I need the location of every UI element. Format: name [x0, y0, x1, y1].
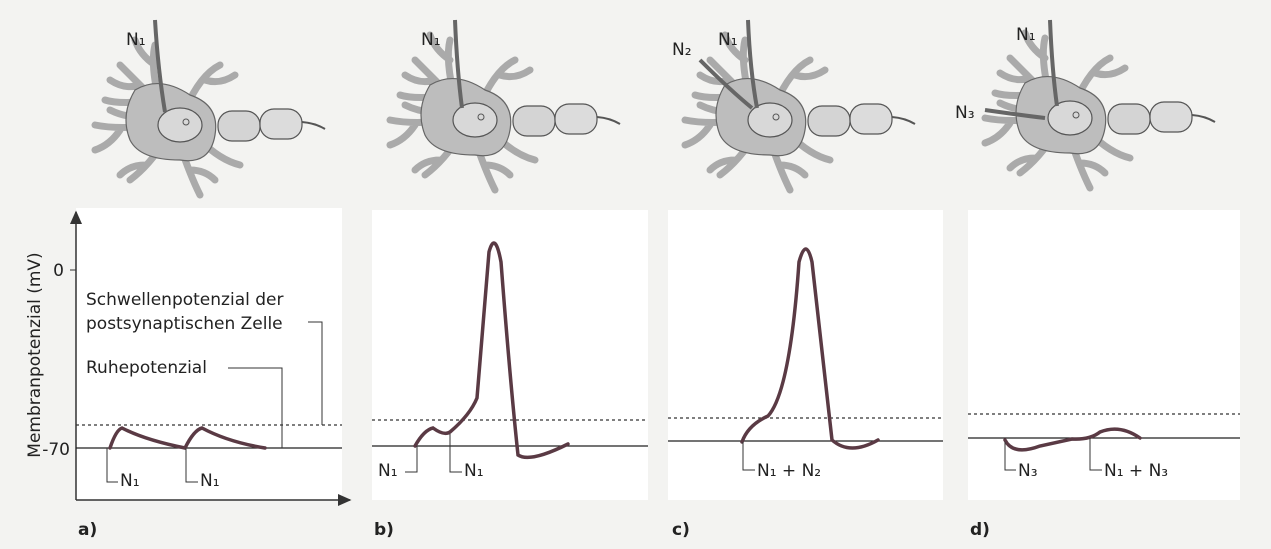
stimulus-marker	[742, 442, 755, 471]
potential-trace	[413, 241, 570, 460]
stimulus-label: N₃	[1018, 461, 1038, 481]
neuron-input-label: N₁	[421, 30, 441, 50]
panel-label: b)	[374, 520, 394, 540]
stimulus-marker	[185, 448, 198, 483]
stimulus-label: N₁	[464, 461, 484, 481]
stimulus-marker	[106, 448, 118, 483]
neuron-input-label: N₁	[718, 30, 738, 50]
stimulus-label: N₁	[378, 461, 398, 481]
potential-trace	[740, 247, 880, 450]
neuron-d: N₁ N₃	[955, 19, 1215, 188]
neuron-c: N₂ N₁	[672, 19, 915, 190]
stimulus-marker	[1089, 438, 1102, 471]
panel-bg	[76, 208, 342, 500]
potential-trace	[1003, 427, 1142, 452]
leader-line	[228, 367, 283, 448]
threshold-annotation: postsynaptischen Zelle	[86, 314, 283, 334]
y-axis-label: Membranpotenzial (mV)	[25, 252, 45, 457]
stimulus-label: N₁ + N₃	[1104, 461, 1168, 481]
y-tick-label: -70	[42, 440, 70, 460]
stimulus-marker	[405, 446, 418, 473]
potential-trace	[108, 426, 267, 450]
panel-label: d)	[970, 520, 990, 540]
leader-line	[308, 321, 323, 425]
stimulus-marker	[449, 434, 462, 473]
panel-label: c)	[672, 520, 690, 540]
panel-bg	[968, 210, 1240, 500]
neuron-input-label: N₂	[672, 40, 692, 60]
panel-bg	[668, 210, 943, 500]
neuron-a: N₁	[95, 19, 325, 195]
neuron-b: N₁	[390, 19, 620, 190]
neuron-input-label: N₁	[1016, 25, 1036, 45]
stimulus-label: N₁	[120, 471, 140, 491]
y-tick-label: 0	[53, 261, 64, 281]
stimulus-label: N₁	[200, 471, 220, 491]
threshold-annotation: Schwellenpotenzial der	[86, 290, 283, 310]
neuron-input-label: N₁	[126, 30, 146, 50]
neuron-input-label: N₃	[955, 103, 975, 123]
rest-annotation: Ruhepotenzial	[86, 358, 207, 378]
panel-label: a)	[78, 520, 97, 540]
stimulus-label: N₁ + N₂	[757, 461, 821, 481]
stimulus-marker	[1004, 442, 1016, 471]
